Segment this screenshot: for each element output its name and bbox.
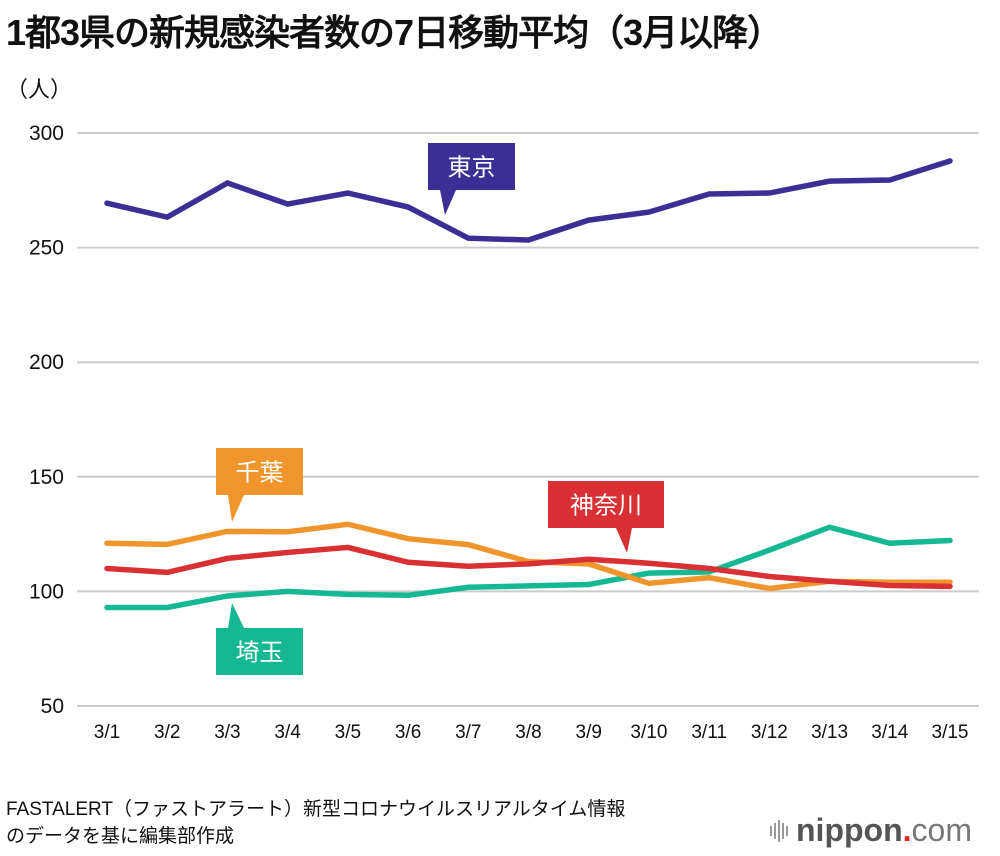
callout-pointer <box>228 603 244 628</box>
logo-dot: . <box>902 812 912 848</box>
logo-sound-bars-icon <box>770 819 788 842</box>
nippon-com-logo[interactable]: nippon. com <box>770 812 972 849</box>
series-3 <box>104 524 953 611</box>
callout-2: 神奈川 <box>548 481 664 553</box>
grid-lines <box>77 132 979 707</box>
y-axis-unit-label: （人） <box>6 77 73 102</box>
series-label: 埼玉 <box>236 639 284 667</box>
x-tick-label: 3/7 <box>455 722 481 743</box>
x-tick-label: 3/10 <box>630 722 667 743</box>
callout-3: 埼玉 <box>216 603 303 675</box>
y-tick-label: 300 <box>29 122 64 145</box>
x-tick-label: 3/3 <box>214 722 240 743</box>
x-tick-label: 3/9 <box>576 722 602 743</box>
callout-box <box>548 481 664 528</box>
series-line <box>104 544 953 590</box>
x-tick-label: 3/4 <box>274 722 301 743</box>
series-lines <box>104 158 953 611</box>
x-tick-label: 3/15 <box>932 722 969 743</box>
logo-name: nippon <box>796 812 903 848</box>
callout-0: 東京 <box>428 143 515 215</box>
y-tick-label: 200 <box>29 351 64 374</box>
x-tick-label: 3/12 <box>751 722 788 743</box>
y-axis-ticks: 50 100 150 200 250 300 <box>29 122 64 718</box>
y-tick-label: 100 <box>29 580 64 603</box>
series-label: 東京 <box>448 154 496 182</box>
source-line-2: のデータを基に編集部作成 <box>6 826 235 847</box>
y-tick-label: 250 <box>29 237 64 260</box>
logo-tld: com <box>911 812 972 848</box>
series-line <box>104 158 953 243</box>
callout-1: 千葉 <box>216 448 303 522</box>
callout-box <box>216 628 303 675</box>
x-tick-label: 3/5 <box>335 722 361 743</box>
x-tick-label: 3/6 <box>395 722 421 743</box>
x-tick-label: 3/13 <box>811 722 848 743</box>
series-label: 神奈川 <box>570 492 642 520</box>
y-tick-label: 50 <box>41 695 64 718</box>
series-0 <box>104 158 953 243</box>
callout-pointer <box>440 190 456 215</box>
series-label: 千葉 <box>236 459 284 487</box>
x-axis-ticks: 3/1 3/2 3/3 3/4 3/5 3/6 3/7 3/8 3/9 3/10 3/11 3/12 3… <box>94 722 969 743</box>
series-line <box>104 524 953 611</box>
x-tick-label: 3/11 <box>691 722 727 743</box>
x-tick-label: 3/14 <box>871 722 908 743</box>
x-tick-label: 3/2 <box>154 722 180 743</box>
chart-title: 1都3県の新規感染者数の7日移動平均（3月以降） <box>6 12 783 53</box>
x-tick-label: 3/1 <box>94 722 120 743</box>
x-tick-label: 3/8 <box>515 722 541 743</box>
callout-pointer <box>228 495 244 522</box>
callout-pointer <box>616 528 632 553</box>
callout-box <box>428 143 515 190</box>
y-tick-label: 150 <box>29 466 64 489</box>
source-note: FASTALERT（ファストアラート）新型コロナウイルスリアルタイム情報 のデー… <box>6 796 625 850</box>
series-2 <box>104 544 953 590</box>
callout-box <box>216 448 303 495</box>
source-line-1: FASTALERT（ファストアラート）新型コロナウイルスリアルタイム情報 <box>6 799 626 820</box>
